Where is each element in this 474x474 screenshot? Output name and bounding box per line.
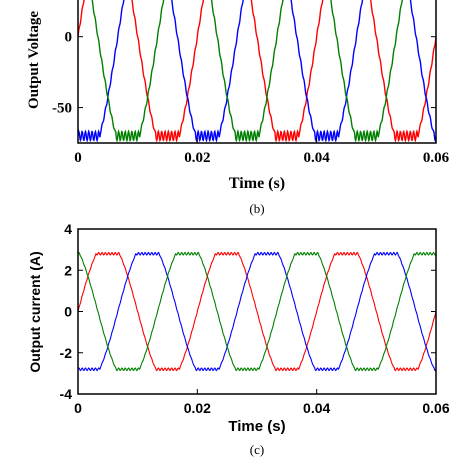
series-line-2: [78, 251, 436, 372]
y-tick-label: -50: [52, 101, 72, 117]
y-tick-label: -4: [60, 386, 73, 402]
y-tick-label: 0: [65, 30, 73, 46]
series-line-3: [78, 251, 436, 372]
y-tick-label: 2: [64, 262, 72, 278]
voltage-plot-area: [78, 0, 436, 143]
series-line-1: [78, 0, 436, 143]
voltage-x-ticks: 0 0.02 0.04 0.06: [74, 138, 450, 166]
x-tick-label: 0.06: [423, 150, 450, 166]
current-plot-area: [78, 251, 436, 372]
current-caption: (c): [250, 442, 264, 457]
series-line-1: [78, 251, 436, 372]
x-tick-label: 0: [74, 400, 82, 416]
current-panel: 4 2 0 -2 -4 0 0.02 0.04 0.06 Output current (A)…: [27, 221, 450, 457]
voltage-plot-frame: [77, 0, 437, 144]
x-tick-label: 0: [74, 150, 82, 166]
voltage-caption: (b): [249, 201, 264, 216]
y-tick-label: 4: [64, 221, 72, 237]
series-line-3: [91, 0, 403, 143]
x-tick-label: 0.04: [304, 150, 331, 166]
voltage-y-axis-label: Output Voltage: [26, 11, 42, 109]
x-tick-label: 0.02: [184, 150, 210, 166]
voltage-panel: 0 -50 0 0.02 0.04 0.06 Output Voltage Time (…: [26, 0, 450, 216]
current-y-axis-label: Output current (A): [27, 251, 43, 372]
current-x-ticks: 0 0.02 0.04 0.06: [74, 389, 450, 416]
voltage-x-axis-label: Time (s): [229, 175, 285, 192]
x-tick-label: 0.06: [422, 400, 449, 416]
voltage-y-ticks: 0 -50: [52, 30, 436, 117]
x-tick-label: 0.02: [184, 400, 211, 416]
current-y-ticks: 4 2 0 -2 -4: [60, 221, 436, 402]
current-x-axis-label: Time (s): [228, 418, 285, 435]
y-tick-label: 0: [64, 304, 72, 320]
y-tick-label: -2: [60, 345, 73, 361]
x-tick-label: 0.04: [303, 400, 330, 416]
